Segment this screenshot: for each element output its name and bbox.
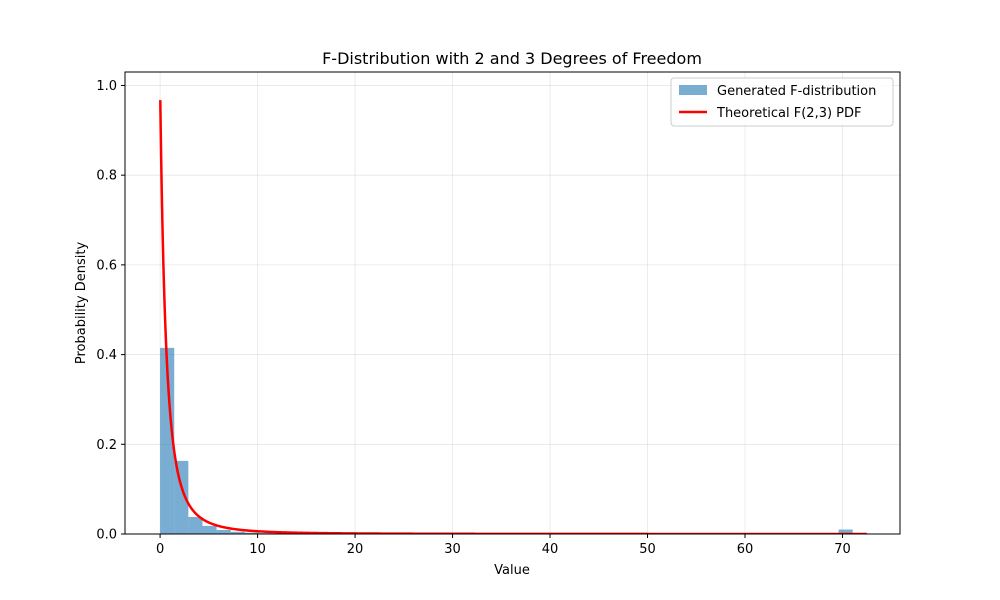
y-tick-label: 0.4 (96, 348, 117, 363)
histogram-bar (188, 516, 203, 534)
histogram-bar (160, 347, 175, 534)
x-axis-label: Value (494, 563, 530, 578)
legend: Generated F-distribution Theoretical F(2… (670, 77, 894, 127)
x-tick-label: 70 (834, 542, 851, 557)
histogram-bar (174, 460, 189, 534)
x-tick-label: 20 (347, 542, 364, 557)
x-tick-label: 10 (249, 542, 266, 557)
y-tick-label: 0.8 (96, 169, 117, 184)
legend-histogram-label: Generated F-distribution (717, 84, 876, 99)
y-tick-label: 0.2 (96, 438, 117, 453)
histogram-bar (230, 531, 245, 534)
y-tick-label: 0.0 (96, 528, 117, 543)
plot-frame (124, 71, 901, 535)
histogram-bar (202, 525, 217, 534)
x-tick-label: 50 (639, 542, 656, 557)
x-tick-label: 0 (156, 542, 164, 557)
histogram-bar (244, 532, 260, 534)
chart-title: F-Distribution with 2 and 3 Degrees of F… (322, 49, 702, 68)
x-tick-label: 60 (737, 542, 754, 557)
histogram-bar (216, 529, 231, 534)
histogram-bars (160, 347, 853, 534)
x-tick-label: 40 (542, 542, 559, 557)
y-tick-label: 1.0 (96, 79, 117, 94)
y-tick-label: 0.6 (96, 258, 117, 273)
legend-histogram-swatch (679, 85, 707, 95)
legend-box (670, 77, 894, 127)
legend-curve-label: Theoretical F(2,3) PDF (716, 106, 862, 121)
histogram-bar (838, 529, 853, 534)
x-tick-label: 30 (444, 542, 461, 557)
x-axis-ticks: 0 10 20 30 40 50 60 70 (156, 534, 851, 557)
y-axis-label: Probability Density (74, 242, 89, 365)
y-axis-ticks: 0.0 0.2 0.4 0.6 0.8 1.0 (96, 79, 125, 543)
